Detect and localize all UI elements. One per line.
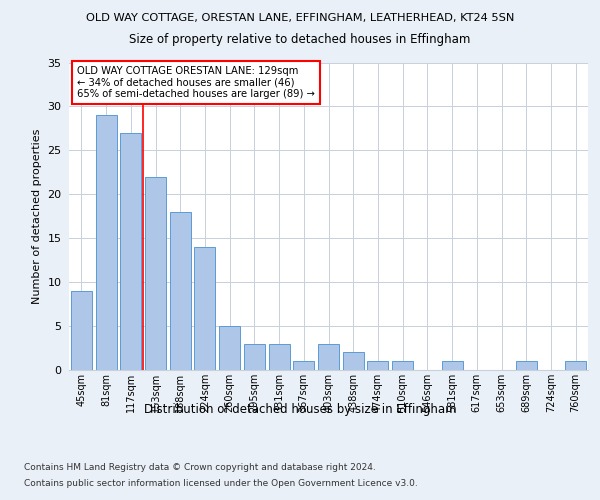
Bar <box>442 361 463 370</box>
Bar <box>95 115 116 370</box>
Bar <box>269 344 290 370</box>
Bar <box>71 291 92 370</box>
Bar <box>293 361 314 370</box>
Bar <box>565 361 586 370</box>
Bar <box>516 361 537 370</box>
Bar <box>194 247 215 370</box>
Text: Distribution of detached houses by size in Effingham: Distribution of detached houses by size … <box>143 402 457 415</box>
Bar <box>145 176 166 370</box>
Bar <box>318 344 339 370</box>
Bar <box>170 212 191 370</box>
Bar <box>392 361 413 370</box>
Bar <box>244 344 265 370</box>
Text: OLD WAY COTTAGE ORESTAN LANE: 129sqm
← 34% of detached houses are smaller (46)
6: OLD WAY COTTAGE ORESTAN LANE: 129sqm ← 3… <box>77 66 314 99</box>
Bar <box>219 326 240 370</box>
Bar <box>367 361 388 370</box>
Bar <box>120 133 141 370</box>
Text: Size of property relative to detached houses in Effingham: Size of property relative to detached ho… <box>130 32 470 46</box>
Text: OLD WAY COTTAGE, ORESTAN LANE, EFFINGHAM, LEATHERHEAD, KT24 5SN: OLD WAY COTTAGE, ORESTAN LANE, EFFINGHAM… <box>86 12 514 22</box>
Text: Contains public sector information licensed under the Open Government Licence v3: Contains public sector information licen… <box>24 479 418 488</box>
Text: Contains HM Land Registry data © Crown copyright and database right 2024.: Contains HM Land Registry data © Crown c… <box>24 462 376 471</box>
Y-axis label: Number of detached properties: Number of detached properties <box>32 128 41 304</box>
Bar <box>343 352 364 370</box>
